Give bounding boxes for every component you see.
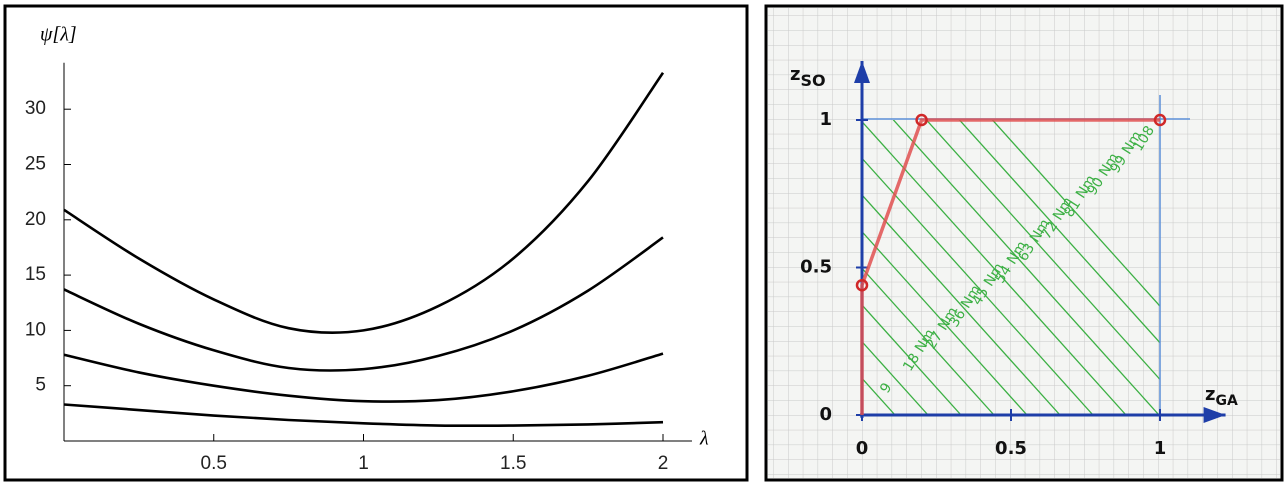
- isoline: [862, 120, 1127, 415]
- x-tick-label: 2: [658, 453, 669, 474]
- y-axis-label: zSO: [790, 64, 826, 90]
- y-arrow: [854, 61, 870, 83]
- isoline: [862, 340, 929, 415]
- curve: [860, 118, 1160, 415]
- y-tick-label: 5: [35, 375, 46, 396]
- isoline: [991, 120, 1160, 308]
- point: [1153, 113, 1167, 127]
- x-tick-label: 0: [856, 438, 869, 459]
- y-axis-label-sub: SO: [800, 71, 825, 90]
- curve: [63, 71, 665, 334]
- y-tick-label: 1: [819, 109, 832, 130]
- isolines: [862, 120, 1160, 415]
- y-tick-label: 25: [25, 154, 46, 175]
- point: [855, 278, 869, 292]
- isoline: [862, 194, 1061, 415]
- x-tick-label: 1.5: [500, 453, 526, 474]
- y-tick-label: 10: [25, 319, 46, 340]
- x-tick-label: 1: [1154, 438, 1167, 459]
- left-chart: 5 10 15 20 25 30 0.5 1 1.5 2 ψ[λ] λ: [25, 24, 709, 474]
- x-axis-label: zGA: [1205, 384, 1238, 409]
- curve: [63, 403, 664, 428]
- isoline: [862, 230, 1028, 415]
- x-arrow: [1203, 407, 1226, 423]
- x-tick-label: 0.5: [995, 438, 1027, 459]
- y-tick-label: 15: [25, 264, 46, 285]
- curve: [63, 236, 664, 372]
- isoline: [862, 304, 962, 415]
- x-axis-label-sub: GA: [1215, 393, 1237, 409]
- isoline: [862, 267, 995, 415]
- x-axis-label-main: z: [1205, 384, 1215, 405]
- isoline: [862, 157, 1094, 415]
- point: [915, 113, 928, 127]
- isoline: [892, 120, 1160, 415]
- x-tick-label: 0.5: [201, 453, 227, 474]
- y-axis-label-main: z: [790, 64, 800, 85]
- y-tick-label: 30: [25, 98, 46, 119]
- curve: [63, 352, 664, 403]
- isoline: [925, 120, 1160, 381]
- x-tick-label: 1: [358, 453, 369, 474]
- isoline: [958, 120, 1160, 344]
- y-tick-label: 0: [819, 404, 832, 425]
- x-axis-label: λ: [699, 428, 709, 450]
- y-tick-label: 20: [25, 209, 46, 230]
- y-tick-label: 0.5: [800, 257, 832, 278]
- grid-paper: [768, 8, 1280, 478]
- y-axis-label: ψ[λ]: [40, 24, 77, 46]
